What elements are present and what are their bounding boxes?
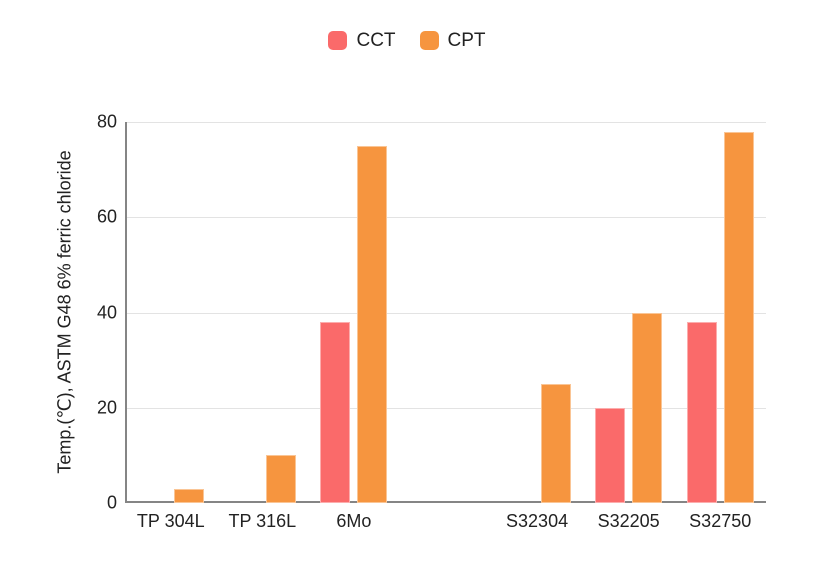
legend-swatch-cct xyxy=(328,31,348,50)
bar-cpt-6mo xyxy=(357,145,388,503)
bar-cpt-tp-304l xyxy=(174,488,205,503)
bar-cpt-tp-316l xyxy=(265,455,296,503)
bar-cpt-s32304 xyxy=(540,383,571,503)
legend-item-cct: CCT xyxy=(328,30,396,51)
x-tick-label-s32750: S32750 xyxy=(689,511,752,531)
bar-cct-s32750 xyxy=(686,322,717,503)
x-tick-label-s32304: S32304 xyxy=(506,511,569,531)
y-tick-label-0: 0 xyxy=(106,492,117,513)
y-tick-label-40: 40 xyxy=(96,302,117,322)
x-tick-label-tp-304l: TP 304L xyxy=(136,511,205,531)
y-tick-label-20: 20 xyxy=(96,397,117,418)
legend-label-cpt: CPT xyxy=(447,30,486,51)
x-tick-label-6mo: 6Mo xyxy=(336,511,372,531)
legend-label-cct: CCT xyxy=(356,30,396,51)
x-tick-label-s32205: S32205 xyxy=(597,511,660,531)
legend-swatch-cpt xyxy=(419,31,439,50)
bar-cpt-s32205 xyxy=(632,312,663,503)
legend: CCT CPT xyxy=(0,31,814,50)
bar-cct-6mo xyxy=(320,322,351,503)
y-tick-label-60: 60 xyxy=(96,206,117,227)
y-tick-label-80: 80 xyxy=(96,111,117,132)
gridline-40 xyxy=(127,312,766,314)
gridline-80 xyxy=(127,122,766,123)
bar-cct-s32205 xyxy=(595,407,626,503)
legend-item-cpt: CPT xyxy=(419,30,486,51)
y-axis-title: Temp.(℃), ASTM G48 6% ferric chloride xyxy=(54,150,75,474)
plot-area xyxy=(125,122,766,503)
gridline-20 xyxy=(127,407,766,409)
gridline-60 xyxy=(127,217,766,219)
bar-cpt-s32750 xyxy=(723,131,754,503)
x-tick-label-tp-316l: TP 316L xyxy=(228,511,297,531)
